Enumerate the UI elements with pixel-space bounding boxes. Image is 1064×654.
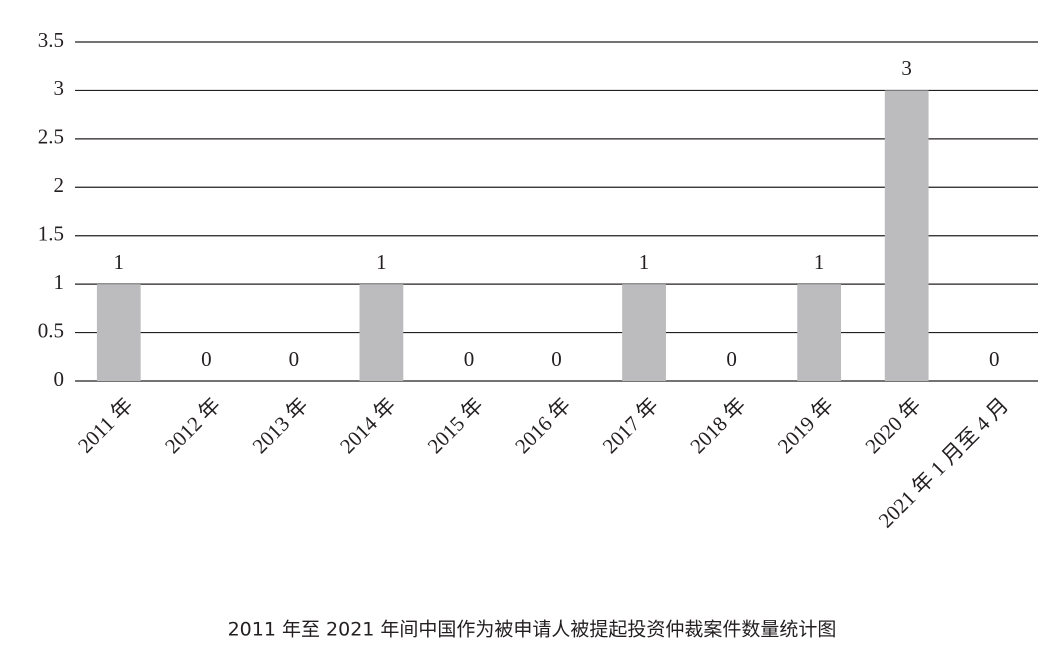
data-label: 0 (551, 347, 562, 371)
data-label: 0 (289, 347, 300, 371)
x-tick-label: 2012 年 (160, 393, 225, 458)
x-tick-label: 2017 年 (598, 393, 663, 458)
data-label: 0 (989, 347, 1000, 371)
x-tick-label: 2019 年 (773, 393, 838, 458)
y-tick-label: 1 (54, 270, 65, 294)
y-tick-label: 3.5 (38, 28, 64, 52)
bar (884, 90, 929, 381)
y-tick-label: 0.5 (38, 318, 64, 342)
bar (797, 284, 842, 381)
data-label: 1 (814, 250, 825, 274)
data-label: 0 (726, 347, 737, 371)
y-tick-label: 3 (54, 76, 65, 100)
x-tick-label: 2011 年 (73, 393, 138, 458)
x-tick-label: 2015 年 (423, 393, 488, 458)
data-label: 0 (464, 347, 475, 371)
x-tick-label: 2018 年 (685, 393, 750, 458)
x-tick-label: 2016 年 (510, 393, 575, 458)
x-tick-label: 2013 年 (248, 393, 313, 458)
data-label: 0 (201, 347, 212, 371)
x-tick-label: 2014 年 (335, 393, 400, 458)
bar (359, 284, 404, 381)
data-label: 1 (639, 250, 650, 274)
y-tick-label: 0 (54, 367, 65, 391)
y-tick-label: 1.5 (38, 222, 64, 246)
chart-title: 2011 年至 2021 年间中国作为被申请人被提起投资仲裁案件数量统计图 (228, 619, 837, 641)
bar (96, 284, 141, 381)
x-tick-label: 2020 年 (860, 393, 925, 458)
y-tick-label: 2 (54, 173, 65, 197)
data-label: 1 (376, 250, 387, 274)
data-label: 1 (114, 250, 125, 274)
y-tick-label: 2.5 (38, 125, 64, 149)
data-label: 3 (901, 56, 912, 80)
bar (622, 284, 666, 381)
